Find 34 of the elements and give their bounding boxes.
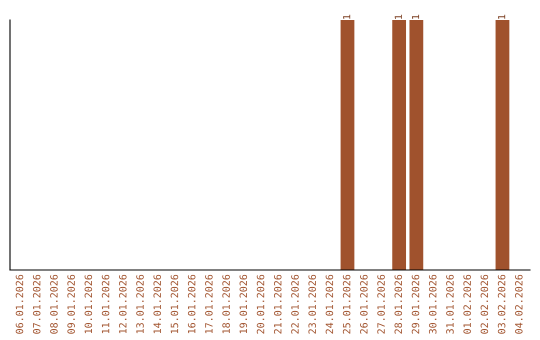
x-tick-label: 18.01.2026 [222, 274, 230, 334]
x-tick-label: 09.01.2026 [67, 274, 75, 334]
x-tick-label: 22.01.2026 [291, 274, 299, 334]
x-tick-label: 20.01.2026 [256, 274, 264, 334]
x-tick-label: 21.01.2026 [274, 274, 282, 334]
x-tick-label: 12.01.2026 [119, 274, 127, 334]
data-label: 1 [343, 14, 350, 19]
x-tick-label: 29.01.2026 [412, 274, 420, 334]
data-label: 1 [498, 14, 506, 19]
x-tick-label: 15.01.2026 [170, 274, 178, 334]
x-tick-label: 31.01.2026 [446, 274, 454, 334]
x-tick-label: 11.01.2026 [102, 274, 110, 334]
x-tick-label: 24.01.2026 [326, 274, 334, 334]
x-tick-label: 19.01.2026 [240, 274, 248, 334]
x-tick-label: 03.02.2026 [498, 274, 506, 334]
x-tick-label: 02.02.2026 [480, 274, 488, 334]
x-tick-label: 04.02.2026 [515, 274, 523, 334]
data-label: 1 [412, 14, 420, 19]
x-tick-label: 27.01.2026 [377, 274, 385, 334]
x-tick-label: 23.01.2026 [308, 274, 316, 334]
data-label: 1 [394, 14, 402, 19]
x-tick-label: 13.01.2026 [136, 274, 144, 334]
x-tick-label: 30.01.2026 [428, 274, 437, 334]
x-tick-label: 16.01.2026 [188, 274, 196, 334]
x-tick-label: 01.02.2026 [463, 274, 471, 334]
x-tick-label: 26.01.2026 [360, 274, 368, 334]
x-tick-label: 07.01.2026 [32, 274, 40, 334]
x-tick-label: 06.01.2026 [16, 274, 24, 334]
x-tick-label: 14.01.2026 [153, 274, 162, 334]
x-tick-label: 10.01.2026 [84, 274, 92, 334]
x-tick-label: 17.01.2026 [205, 274, 213, 334]
x-tick-label: 28.01.2026 [394, 274, 402, 334]
x-tick-label: 08.01.2026 [50, 274, 58, 334]
x-tick-label: 25.01.2026 [342, 274, 350, 334]
